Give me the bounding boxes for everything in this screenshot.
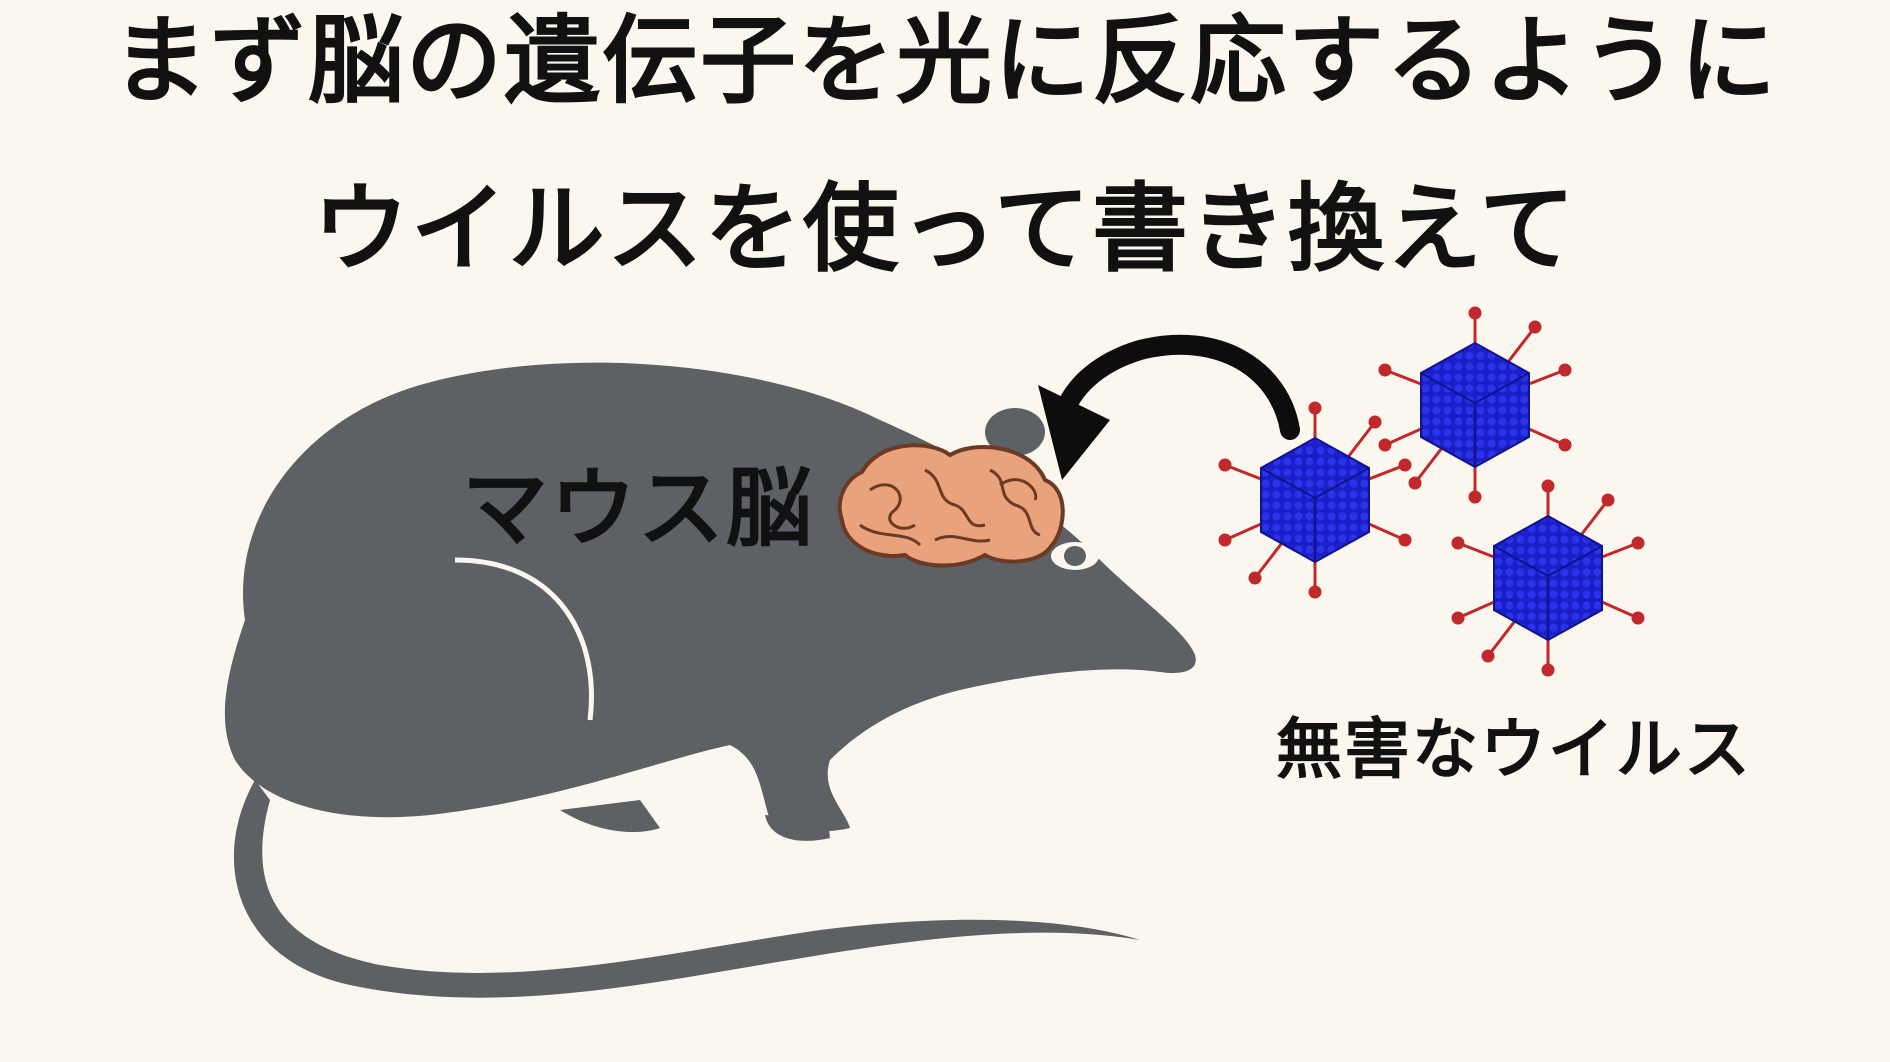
curved-arrow-icon	[1038, 334, 1300, 480]
virus-icon	[1378, 306, 1572, 504]
title-line-1: まず脳の遺伝子を光に反応するように	[112, 5, 1778, 117]
brain-icon	[837, 443, 1065, 568]
virus-icon	[1451, 479, 1645, 677]
virus-icon	[1218, 401, 1412, 599]
virus-label: 無害なウイルス	[1276, 711, 1752, 788]
brain-label: マウス脳	[462, 459, 814, 559]
title-line-2: ウイルスを使って書き換えて	[312, 173, 1578, 285]
mouse-eye-icon	[1051, 542, 1099, 570]
